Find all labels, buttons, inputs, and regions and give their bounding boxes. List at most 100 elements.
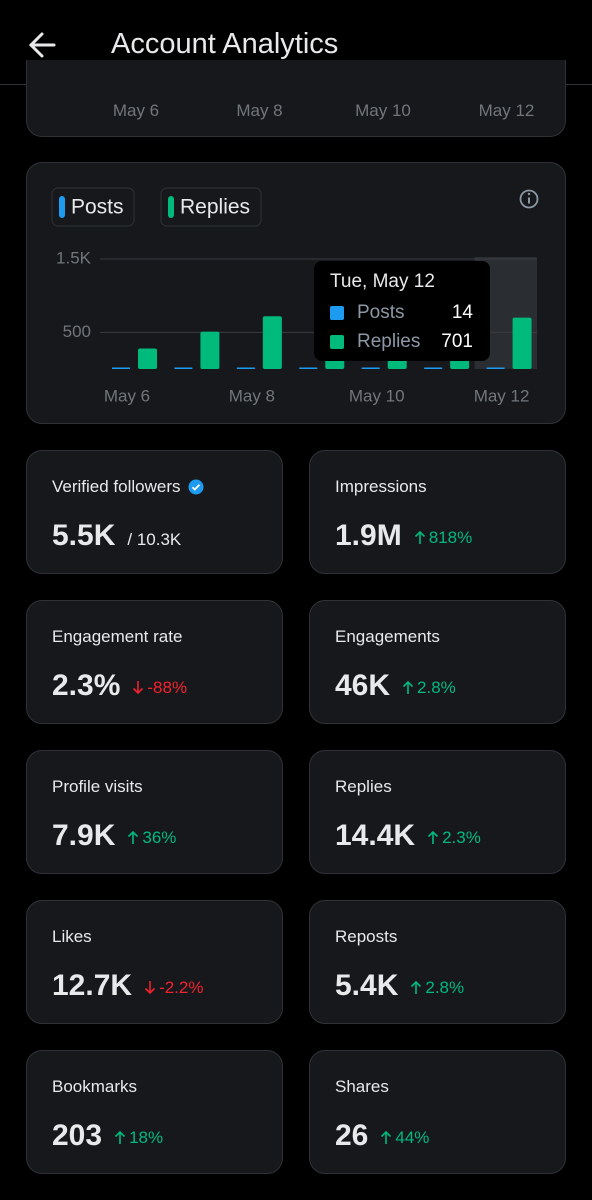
- legend-box: [51, 187, 135, 227]
- x-tick-label: May 10: [349, 386, 405, 405]
- metric-value: 12.7K: [52, 969, 133, 1002]
- chart: Posts Replies 500 1.5K May 6 May 8 May 10 May 1…: [51, 187, 539, 405]
- posts-bar: [486, 367, 505, 369]
- replies-bar: [200, 331, 220, 369]
- metric-card: Shares 26 44%: [309, 1050, 566, 1174]
- tooltip-swatch: [330, 306, 344, 320]
- trend-arrow: [411, 980, 422, 994]
- legend-label: Replies: [180, 196, 250, 219]
- metric-card: Replies 14.4K 2.3%: [309, 750, 566, 874]
- metric-label: Profile visits: [52, 777, 143, 796]
- metric-change-text: -88%: [147, 677, 188, 697]
- metric-change: 2.8%: [402, 678, 456, 698]
- x-tick-label: May 12: [474, 386, 530, 405]
- metric-change-text: -2.2%: [159, 977, 204, 997]
- info-icon-dot: [527, 192, 531, 196]
- x-tick-label: May 6: [104, 386, 150, 405]
- metric-value-row: 2.3% -88%: [52, 669, 187, 703]
- metric-value: 46K: [335, 669, 391, 702]
- metric-value-row: 5.5K / 10.3K: [52, 519, 181, 553]
- legend-item[interactable]: Replies: [160, 187, 262, 227]
- x-axis-label: May 6: [112, 101, 160, 120]
- metric-value-row: 5.4K 2.8%: [335, 969, 464, 1003]
- trend-arrow: [381, 1130, 392, 1144]
- legend-item[interactable]: Posts: [51, 187, 135, 227]
- metric-change-text: 818%: [428, 527, 473, 547]
- metric-change-text: 2.3%: [442, 827, 481, 847]
- metric-value: 2.3%: [52, 669, 121, 702]
- metric-change: 36%: [127, 828, 176, 848]
- metric-label: Replies: [335, 777, 392, 796]
- metric-card: Verified followers 5.5K / 10.3K: [26, 450, 283, 574]
- arrow-path: [128, 830, 139, 844]
- posts-bar: [236, 367, 255, 369]
- y-tick-label: 1.5K: [56, 248, 92, 267]
- arrow-path: [414, 530, 425, 544]
- metric-change-text: 2.8%: [417, 677, 456, 697]
- tooltip-swatch: [330, 335, 344, 349]
- metric-change-text: 44%: [395, 1127, 430, 1147]
- page-title: Account Analytics: [111, 28, 339, 60]
- replies-bar: [262, 316, 282, 369]
- tooltip-title: Tue, May 12: [330, 271, 435, 292]
- metric-label-row: Engagement rate: [52, 627, 182, 647]
- metric-value: 7.9K: [52, 819, 116, 852]
- trend-arrow: [144, 981, 156, 995]
- metric-label-row: Impressions: [335, 477, 427, 497]
- metric-label-row: Bookmarks: [52, 1077, 137, 1097]
- posts-bar: [424, 367, 443, 369]
- trend-arrow: [114, 1130, 126, 1144]
- legend-swatch: [168, 196, 174, 218]
- metric-change-text: 36%: [142, 827, 177, 847]
- metric-card: Bookmarks 203 18%: [26, 1050, 283, 1174]
- metric-label-row: Likes: [52, 927, 92, 947]
- metric-label: Engagement rate: [52, 627, 183, 646]
- legend-swatch: [59, 196, 65, 218]
- metric-value-row: 46K 2.8%: [335, 669, 456, 703]
- top-chart-card: May 6 May 8 May 10 May 12: [26, 60, 566, 137]
- posts-bar: [299, 367, 318, 369]
- x-axis-label: May 8: [236, 101, 283, 120]
- y-tick-label: 500: [63, 322, 91, 341]
- back-button[interactable]: [24, 25, 64, 65]
- chart-card: Posts Replies 500 1.5K May 6 May 8 May 10 May 1…: [26, 162, 566, 424]
- arrow-path: [144, 981, 156, 995]
- info-icon: [519, 189, 539, 209]
- metric-value-row: 203 18%: [52, 1119, 163, 1153]
- badge-check: [191, 484, 200, 491]
- metric-label: Likes: [52, 927, 92, 946]
- metric-change: -88%: [132, 678, 187, 698]
- verified-badge: [188, 479, 204, 495]
- metric-label: Verified followers: [52, 477, 181, 496]
- posts-bar: [174, 367, 193, 369]
- metric-label: Reposts: [335, 927, 398, 946]
- arrow-path: [114, 1130, 126, 1144]
- metric-label: Shares: [335, 1077, 389, 1096]
- metric-value: 5.5K: [52, 519, 116, 552]
- metric-value: 5.4K: [335, 969, 399, 1002]
- replies-bar: [138, 348, 157, 369]
- legend-box: [160, 187, 262, 227]
- posts-bar: [112, 367, 130, 369]
- metric-change: 18%: [114, 1128, 163, 1148]
- metric-card: Engagement rate 2.3% -88%: [26, 600, 283, 724]
- metric-label: Impressions: [335, 477, 427, 496]
- metric-change: 2.3%: [427, 828, 481, 848]
- metric-change: -2.2%: [144, 978, 203, 998]
- legend-label: Posts: [71, 196, 124, 219]
- tooltip-series: Replies: [357, 331, 420, 352]
- metric-card: Reposts 5.4K 2.8%: [309, 900, 566, 1024]
- arrow-path: [133, 681, 144, 695]
- metric-label: Bookmarks: [52, 1077, 138, 1096]
- arrow-path: [402, 680, 414, 694]
- metric-value: 1.9M: [335, 519, 402, 552]
- metric-change: 44%: [380, 1128, 429, 1148]
- metric-label-row: Profile visits: [52, 777, 143, 797]
- metric-change-text: 2.8%: [425, 977, 465, 997]
- metric-card: Engagements 46K 2.8%: [309, 600, 566, 724]
- trend-arrow: [133, 681, 144, 695]
- tooltip: Tue, May 12 Posts 14 Replies 701: [314, 261, 490, 361]
- metric-total: / 10.3K: [127, 530, 182, 549]
- metric-change: 818%: [414, 528, 472, 548]
